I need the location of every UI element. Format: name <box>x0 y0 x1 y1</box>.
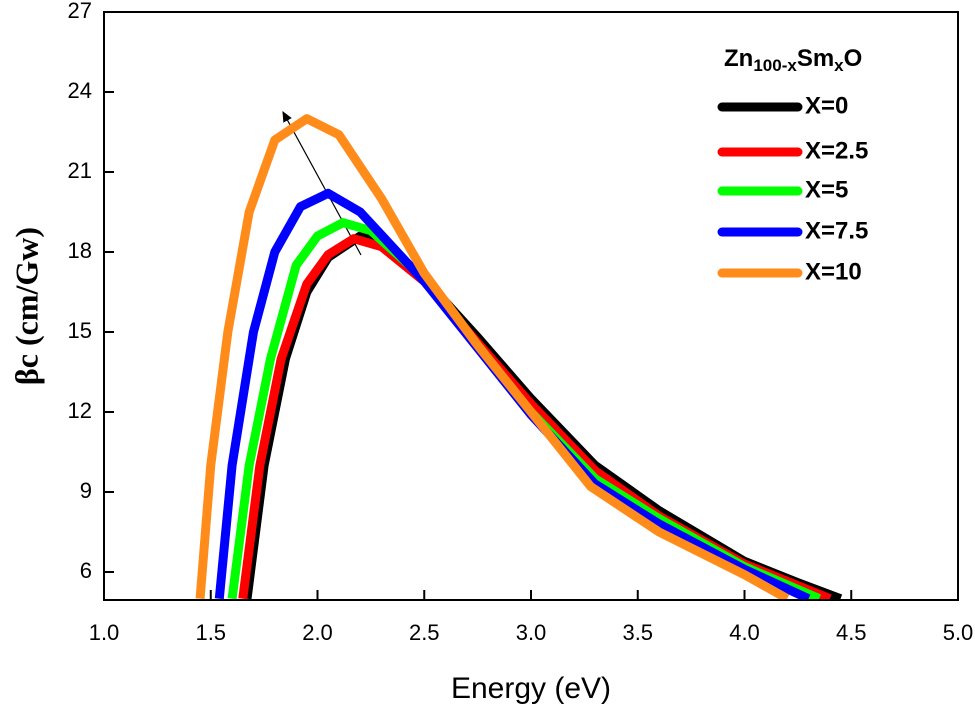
y-tick-label: 15 <box>68 318 92 343</box>
legend-title-part: x <box>834 56 844 75</box>
x-tick-label: 1.0 <box>89 620 120 645</box>
x-tick-label: 3.5 <box>622 620 653 645</box>
x-tick-label: 5.0 <box>943 620 974 645</box>
x-tick-label: 4.0 <box>729 620 760 645</box>
legend-label: X=7.5 <box>805 217 868 244</box>
legend-title-part: Zn <box>724 45 753 72</box>
y-tick-label: 24 <box>68 78 92 103</box>
x-tick-label: 1.5 <box>195 620 226 645</box>
legend-label: X=2.5 <box>805 137 868 164</box>
y-tick-label: 18 <box>68 238 92 263</box>
y-axis-label: βc (cm/Gw) <box>8 227 44 385</box>
trend-arrow <box>282 110 362 256</box>
legend-label: X=5 <box>805 176 848 203</box>
legend-label: X=0 <box>805 92 848 119</box>
y-tick-label: 9 <box>80 478 92 503</box>
y-tick-label: 27 <box>68 0 92 23</box>
y-tick-label: 12 <box>68 398 92 423</box>
x-tick-label: 2.5 <box>409 620 440 645</box>
x-tick-label: 3.0 <box>516 620 547 645</box>
legend-title-part: Sm <box>797 45 834 72</box>
legend-title-part: 100-x <box>753 56 797 75</box>
y-tick-label: 21 <box>68 158 92 183</box>
y-tick-label: 6 <box>80 558 92 583</box>
series-line <box>195 114 790 600</box>
legend-title-part: O <box>844 45 863 72</box>
plot-frame <box>103 11 959 601</box>
series-line <box>214 188 811 600</box>
x-tick-label: 2.0 <box>302 620 333 645</box>
plot-lines <box>195 114 843 600</box>
x-axis-label: Energy (eV) <box>451 672 611 705</box>
legend-title: Zn100-xSmxO <box>724 45 862 75</box>
legend-label: X=10 <box>805 258 862 285</box>
x-tick-label: 4.5 <box>836 620 867 645</box>
